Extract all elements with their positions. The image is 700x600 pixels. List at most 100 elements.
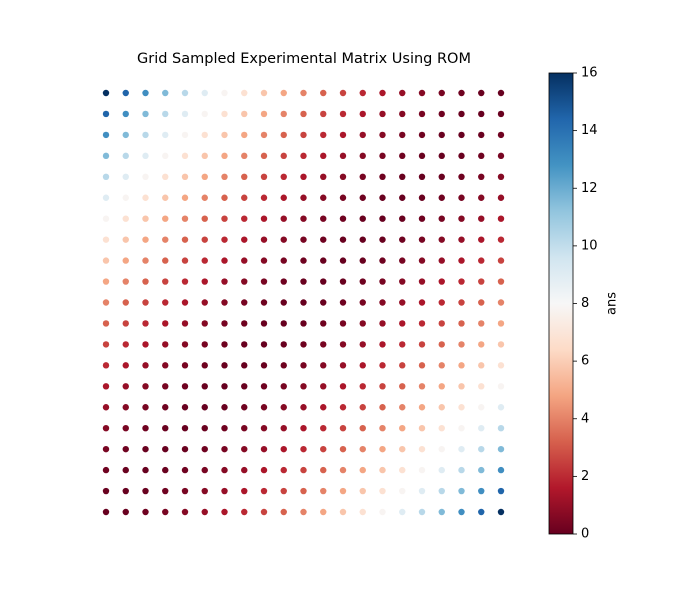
point (379, 487, 386, 495)
point (142, 236, 149, 243)
point (478, 194, 485, 201)
point (102, 89, 110, 97)
point (181, 445, 189, 453)
point (418, 508, 426, 516)
point (497, 320, 505, 327)
point (399, 194, 406, 201)
point (280, 425, 287, 432)
point (458, 320, 465, 327)
point (339, 131, 347, 139)
point (399, 152, 406, 160)
point (320, 257, 327, 264)
point (162, 131, 169, 139)
point (438, 445, 445, 453)
point (280, 152, 287, 160)
point (359, 299, 366, 306)
point (280, 383, 287, 390)
point (221, 383, 228, 390)
point (399, 487, 406, 495)
point (221, 466, 228, 474)
point (162, 341, 169, 348)
point (260, 194, 268, 201)
point (478, 131, 485, 139)
point (142, 299, 149, 306)
colorbar-tick-label: 2 (581, 469, 589, 484)
point (300, 236, 307, 243)
point (478, 487, 485, 495)
point (181, 215, 189, 222)
point (438, 299, 445, 306)
point (280, 362, 287, 369)
point (102, 445, 110, 453)
point (221, 278, 228, 285)
point (359, 487, 366, 495)
point (260, 89, 268, 97)
point (241, 404, 248, 411)
point (280, 194, 287, 201)
point (399, 466, 406, 474)
point (379, 362, 386, 369)
point (300, 508, 307, 516)
point (162, 404, 169, 411)
point (418, 299, 426, 306)
point (379, 404, 386, 411)
point (418, 257, 426, 264)
point (122, 487, 129, 495)
point (339, 152, 347, 160)
point (359, 257, 366, 264)
point (280, 508, 287, 516)
point (260, 341, 268, 348)
point (379, 320, 386, 327)
point (102, 487, 110, 495)
point (162, 152, 169, 160)
point (181, 236, 189, 243)
point (122, 173, 129, 180)
point (162, 299, 169, 306)
point (102, 383, 110, 390)
point (438, 173, 445, 180)
point (142, 131, 149, 139)
point (260, 508, 268, 516)
point (241, 445, 248, 453)
point (399, 131, 406, 139)
point (478, 466, 485, 474)
point (102, 341, 110, 348)
point (497, 173, 505, 180)
point (221, 445, 228, 453)
point (478, 445, 485, 453)
point (181, 383, 189, 390)
point (339, 278, 347, 285)
point (122, 257, 129, 264)
point (359, 236, 366, 243)
point (122, 236, 129, 243)
point (458, 257, 465, 264)
point (300, 278, 307, 285)
point (458, 131, 465, 139)
point (201, 215, 208, 222)
point (280, 466, 287, 474)
point (241, 362, 248, 369)
point (339, 508, 347, 516)
point (122, 425, 129, 432)
point (418, 131, 426, 139)
point (142, 215, 149, 222)
colorbar-tick-label: 4 (581, 411, 589, 426)
point (478, 508, 485, 516)
point (379, 383, 386, 390)
point (418, 173, 426, 180)
point (142, 278, 149, 285)
point (438, 320, 445, 327)
point (478, 362, 485, 369)
point (497, 508, 505, 516)
point (418, 278, 426, 285)
point (221, 362, 228, 369)
point (221, 404, 228, 411)
point (379, 194, 386, 201)
point (280, 236, 287, 243)
point (458, 383, 465, 390)
point (142, 341, 149, 348)
point (300, 404, 307, 411)
point (399, 110, 406, 118)
point (359, 152, 366, 160)
point (241, 278, 248, 285)
